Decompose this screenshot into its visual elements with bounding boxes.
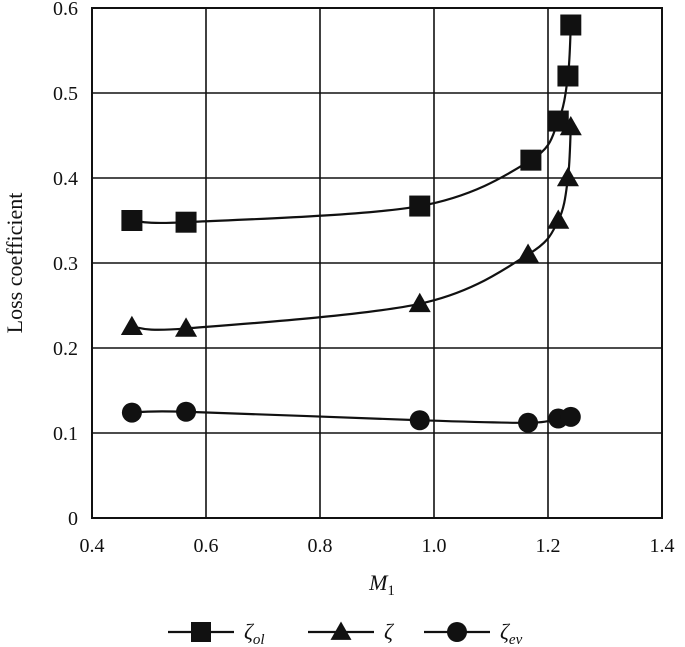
data-point-circle [121,402,142,423]
x-tick-label: 1.4 [650,535,675,557]
data-point-triangle [559,115,582,136]
legend-label: ζol [244,619,265,647]
legend-marker-triangle [330,621,352,640]
data-point-square [520,149,542,171]
series-line-square [131,24,572,225]
series-line-circle [131,410,571,424]
y-tick-label: 0.3 [53,253,78,275]
legend-marker-square [191,622,211,642]
y-tick-labels: 0 0.1 0.2 0.3 0.4 0.5 0.6 [53,0,78,530]
data-point-square [175,211,197,233]
series-markers [120,14,582,433]
x-tick-label: 0.6 [194,535,219,557]
data-point-square [560,14,582,36]
data-point-circle [409,410,430,431]
legend-label: ζev [500,619,523,647]
legend-marker-circle [447,622,467,642]
data-point-circle [518,412,539,433]
x-tick-labels: 0.4 0.6 0.8 1.0 1.2 1.4 [80,535,675,557]
data-point-triangle [408,292,431,313]
y-tick-label: 0.6 [53,0,78,20]
x-axis-label-main: M [368,570,389,595]
y-tick-label: 0.2 [53,338,78,360]
series-lines [131,24,572,424]
y-tick-label: 0.1 [53,423,78,445]
y-tick-label: 0.4 [53,168,78,190]
data-point-triangle [547,209,570,229]
data-point-triangle [175,317,198,337]
x-axis-label: M1 [368,570,395,599]
data-point-square [409,195,431,217]
data-point-circle [560,406,581,427]
x-tick-label: 1.0 [422,535,447,557]
y-axis-label: Loss coefficient [2,193,27,334]
series-line-triangle [131,126,572,331]
data-point-square [557,65,579,87]
y-tick-label: 0 [68,508,78,530]
x-axis-label-sub: 1 [387,583,395,599]
data-point-triangle [556,166,579,187]
data-point-square [547,110,569,132]
x-tick-label: 0.8 [308,535,333,557]
data-point-triangle [120,315,143,336]
data-point-triangle [517,243,540,263]
x-tick-label: 0.4 [80,535,105,557]
data-point-circle [176,401,197,422]
x-tick-label: 1.2 [536,535,561,557]
grid [91,7,663,519]
data-point-square [121,210,143,231]
y-tick-label: 0.5 [53,83,78,105]
legend-label: ζ [384,619,395,644]
legend: ζol ζ ζev [168,619,523,647]
